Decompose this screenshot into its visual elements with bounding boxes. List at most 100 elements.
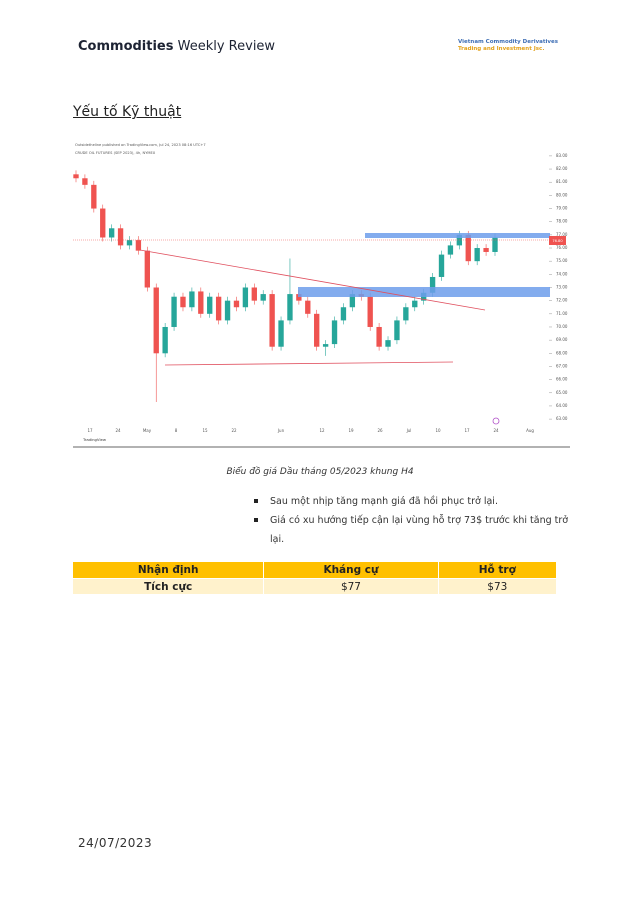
chart-subtitle: CRUDE OIL FUTURES (SEP 2023), 4h, NYMEX: [75, 151, 156, 155]
candle-body: [412, 300, 418, 308]
last-price-box: [549, 236, 566, 245]
x-tick-label: 8: [175, 428, 178, 433]
brand: Commodities Weekly Review: [78, 39, 275, 54]
candle-body: [126, 240, 133, 246]
caption: Biểu đồ giá Dầu tháng 05/2023 khung H4: [226, 467, 414, 477]
candle-body: [73, 174, 79, 179]
footer-date: 24/07/2023: [78, 836, 153, 850]
brand-rest: Weekly Review: [177, 39, 276, 54]
candle-body: [269, 294, 275, 347]
candle-body: [385, 340, 391, 347]
y-tick-label: 71.00: [556, 311, 568, 316]
candle-body: [171, 296, 177, 327]
y-tick-label: 68.00: [556, 350, 568, 355]
cell: $73: [437, 578, 558, 595]
candle-body: [465, 234, 471, 262]
chart: Outsidetheline published on TradingView.…: [73, 140, 570, 452]
candle-body: [483, 248, 489, 252]
candle-body: [135, 240, 142, 251]
candle-body: [367, 296, 373, 327]
x-tick-label: Aug: [526, 428, 534, 433]
candle-body: [153, 287, 159, 354]
table-row: Tích cực $77 $73: [71, 578, 558, 595]
header-cell: Nhận định: [71, 561, 265, 579]
x-tick-label: Jul: [406, 428, 412, 433]
source: TradingView: [82, 437, 106, 442]
x-tick-label: 24: [115, 428, 121, 433]
bullet: Giá có xu hướng tiếp cận lại vùng hỗ trợ…: [252, 511, 582, 549]
chart-title: Outsidetheline published on TradingView.…: [75, 143, 206, 147]
cell: Tích cực: [71, 578, 265, 595]
candle-body: [108, 228, 115, 238]
brand-bold: Commodities: [78, 39, 174, 54]
candle-body: [314, 313, 320, 347]
bullet: Sau một nhịp tăng mạnh giá đã hồi phục t…: [252, 492, 582, 511]
candle-body: [260, 294, 266, 301]
company-line: Trading and Investment Jsc.: [458, 46, 545, 52]
candle-body: [349, 294, 356, 308]
candle-body: [474, 248, 480, 262]
y-tick-label: 66.00: [556, 377, 568, 382]
candle-body: [296, 294, 302, 301]
trend-line: [139, 249, 486, 311]
y-tick-label: 73.00: [556, 285, 568, 290]
last-price-label: 76.80: [552, 239, 563, 243]
y-tick-label: 69.00: [556, 337, 568, 342]
y-tick-label: 83.00: [556, 153, 568, 158]
candle-body: [394, 320, 400, 341]
candle-body: [340, 307, 347, 321]
candle-body: [278, 320, 284, 347]
candle-body: [305, 300, 311, 314]
section-title: Yếu tố Kỹ thuật: [73, 104, 182, 120]
y-tick-label: 67.00: [556, 363, 568, 368]
x-tick-label: Jun: [277, 428, 285, 433]
annotations: [73, 233, 570, 448]
y-tick-label: 65.00: [556, 390, 568, 395]
y-tick-label: 79.00: [556, 206, 568, 211]
x-tick-label: 17: [464, 428, 470, 433]
candle-body: [447, 245, 454, 255]
x-tick-label: 15: [202, 428, 208, 433]
candle-body: [162, 326, 168, 354]
header-cell: Hỗ trợ: [437, 561, 558, 579]
candle-body: [100, 208, 106, 238]
x-tick-label: 10: [435, 428, 441, 433]
y-tick-label: 77.00: [556, 232, 568, 237]
x-tick-label: May: [143, 428, 152, 433]
x-tick-label: 26: [377, 428, 383, 433]
candle-body: [242, 287, 249, 308]
support-line: [164, 361, 454, 366]
candle-body: [82, 178, 88, 185]
candle-body: [91, 184, 97, 209]
company-line: Vietnam Commodity Derivatives: [458, 39, 558, 45]
y-tick-label: 63.00: [556, 416, 568, 421]
y-tick-label: 80.00: [556, 192, 568, 197]
y-tick-label: 75.00: [556, 258, 568, 263]
candle-body: [224, 300, 231, 321]
x-tick-label: 22: [231, 428, 237, 433]
x-tick-label: 12: [319, 428, 325, 433]
y-tick-label: 70.00: [556, 324, 568, 329]
y-tick-label: 64.00: [556, 403, 568, 408]
candle-body: [189, 291, 195, 308]
candle-body: [198, 291, 204, 314]
candle-body: [429, 276, 436, 293]
header-cell: Kháng cự: [263, 561, 439, 579]
x-tick-label: 24: [493, 428, 499, 433]
candle-body: [438, 254, 445, 277]
candle-body: [403, 307, 409, 321]
candle-body: [233, 300, 240, 308]
support-zone: [298, 287, 550, 297]
candle-body: [376, 326, 382, 347]
candle-body: [492, 237, 498, 252]
y-tick-label: 74.00: [556, 271, 568, 276]
cell: $77: [263, 578, 439, 595]
x-tick-label: 17: [87, 428, 93, 433]
bullet-list: Sau một nhịp tăng mạnh giá đã hồi phục t…: [252, 492, 582, 549]
company: Vietnam Commodity Derivatives Trading an…: [458, 39, 558, 53]
y-tick-label: 72.00: [556, 298, 568, 303]
event-marker: [492, 417, 500, 425]
candle-body: [215, 296, 222, 321]
candle-body: [180, 296, 186, 308]
